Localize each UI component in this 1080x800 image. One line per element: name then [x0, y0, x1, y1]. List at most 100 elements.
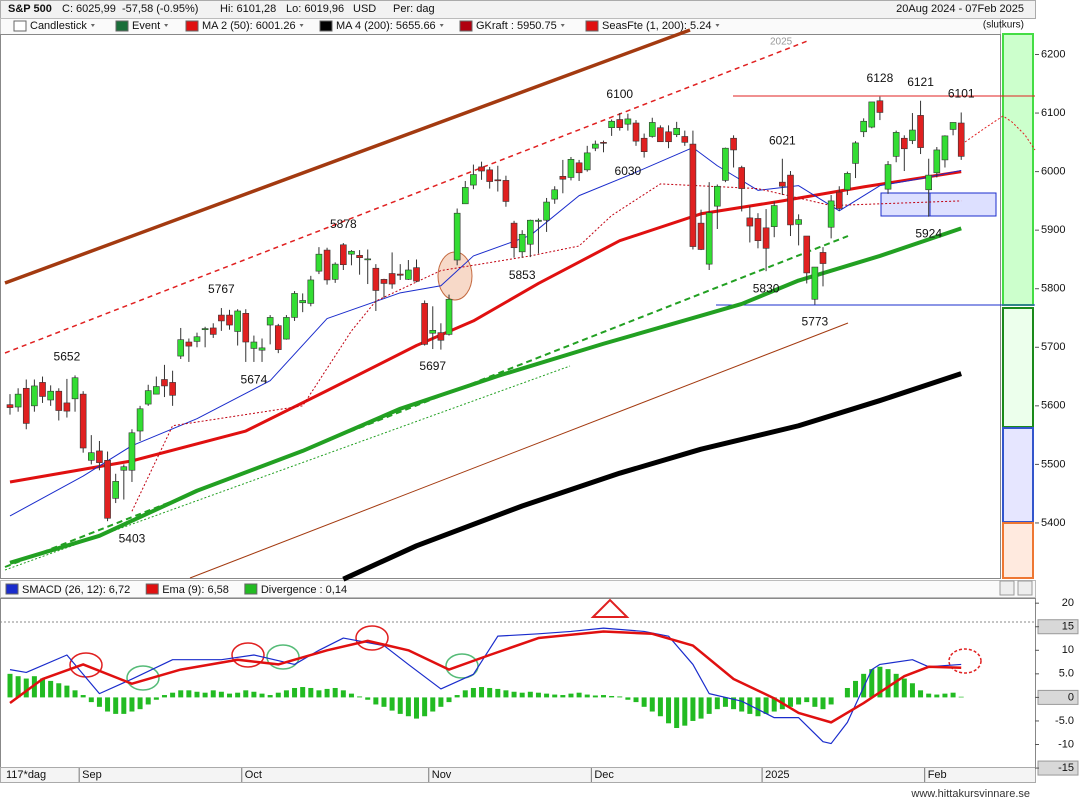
candle-body: [876, 100, 884, 113]
y-tick-label: 5600: [1041, 400, 1065, 412]
histogram-bar: [828, 697, 834, 705]
candle-body: [779, 181, 786, 187]
price-annotation: 6021: [769, 133, 796, 147]
legend-swatch: [115, 20, 129, 32]
histogram-bar: [731, 697, 737, 710]
y-tick-label: 5900: [1041, 224, 1065, 236]
candle-body: [640, 137, 648, 153]
candle-body: [527, 219, 534, 245]
histogram-bar: [227, 693, 233, 698]
histogram-bar: [479, 687, 485, 698]
footer: www.hittakursvinnare.se: [910, 788, 1030, 800]
histogram-bar: [422, 697, 428, 717]
candle-body: [380, 279, 388, 284]
candle-body: [583, 152, 591, 171]
histogram-bar: [72, 690, 78, 698]
histogram-bar: [145, 697, 151, 705]
candle-body: [957, 122, 965, 157]
y-tick-label: -5.0: [1055, 715, 1074, 727]
candle-body: [218, 314, 225, 322]
candle-body: [811, 266, 819, 300]
candle-body: [242, 313, 250, 343]
histogram-bar: [259, 693, 265, 698]
header-info: USD: [353, 3, 376, 15]
histogram-bar: [804, 697, 810, 703]
candle-body: [884, 164, 892, 190]
y-tick-label: 0: [1068, 691, 1074, 703]
histogram-bar: [576, 692, 582, 698]
legend-swatch: [319, 20, 333, 32]
histogram-bar: [210, 690, 216, 698]
candle-body: [372, 267, 380, 291]
legend-dropdown: [164, 24, 169, 27]
candle-body: [169, 382, 176, 396]
candle-body: [331, 263, 339, 280]
candle-body: [193, 336, 201, 342]
candle-body: [803, 235, 811, 274]
y-tick-label: -15: [1058, 762, 1074, 774]
histogram-bar: [901, 678, 907, 698]
histogram-bar: [495, 688, 501, 698]
histogram-bar: [470, 687, 476, 698]
candle-body: [746, 217, 754, 227]
candle-body: [730, 137, 737, 151]
candle-body: [478, 166, 485, 172]
candle-body: [421, 303, 428, 345]
target-box: [880, 192, 997, 217]
price-annotation: 5853: [509, 268, 536, 282]
candle-body: [6, 404, 14, 408]
price-annotation: 6030: [615, 164, 642, 178]
histogram-bar: [121, 697, 127, 714]
candle-body: [510, 222, 518, 249]
zone-blue: [1002, 427, 1034, 523]
cross-marker: [355, 625, 389, 651]
candle-body: [673, 127, 680, 136]
histogram-bar: [88, 697, 94, 703]
candle-body: [14, 393, 22, 408]
histogram-bar: [796, 697, 802, 705]
legend-swatch: [5, 583, 19, 595]
legend-label: MA 4 (200): 5655.66: [336, 20, 436, 32]
candle-body: [22, 387, 30, 424]
candle-body: [665, 131, 672, 143]
histogram-bar: [316, 690, 322, 698]
candle-body: [299, 300, 306, 304]
legend-label: MA 2 (50): 6001.26: [202, 20, 296, 32]
candle-body: [323, 249, 331, 281]
tool-button[interactable]: [1017, 580, 1033, 596]
histogram-bar: [332, 687, 338, 698]
candle-body: [307, 279, 315, 304]
histogram-bar: [861, 673, 867, 698]
x-tick-label: Sep: [82, 769, 102, 781]
candle-body: [429, 330, 437, 334]
candle-body: [852, 142, 859, 164]
histogram-bar: [235, 692, 241, 698]
candle-body: [128, 432, 136, 471]
histogram-bar: [194, 691, 200, 698]
candle-body: [494, 179, 502, 182]
candle-body: [112, 481, 119, 499]
candle-body: [933, 149, 941, 174]
legend-dropdown: [560, 24, 565, 27]
legend-label: SeasFte (1, 200): 5.24: [602, 20, 711, 32]
trend-line: [4, 28, 691, 285]
candle-body: [71, 377, 79, 400]
tool-button[interactable]: [999, 580, 1015, 596]
histogram-bar: [877, 666, 883, 698]
histogram-bar: [308, 687, 314, 698]
histogram-bar: [649, 697, 655, 712]
header-info: Hi: 6101,28: [220, 3, 276, 15]
histogram-bar: [48, 680, 54, 698]
histogram-bar: [186, 690, 192, 698]
indicator-line: [342, 371, 962, 582]
histogram-bar: [592, 695, 598, 698]
histogram-bar: [381, 697, 387, 707]
candle-body: [79, 393, 87, 449]
histogram-bar: [105, 697, 111, 712]
histogram-bar: [340, 690, 346, 698]
candle-body: [258, 347, 266, 351]
histogram-bar: [446, 697, 452, 703]
histogram-bar: [544, 693, 550, 698]
candle-body: [153, 386, 160, 395]
price-annotation: 5697: [419, 359, 446, 373]
